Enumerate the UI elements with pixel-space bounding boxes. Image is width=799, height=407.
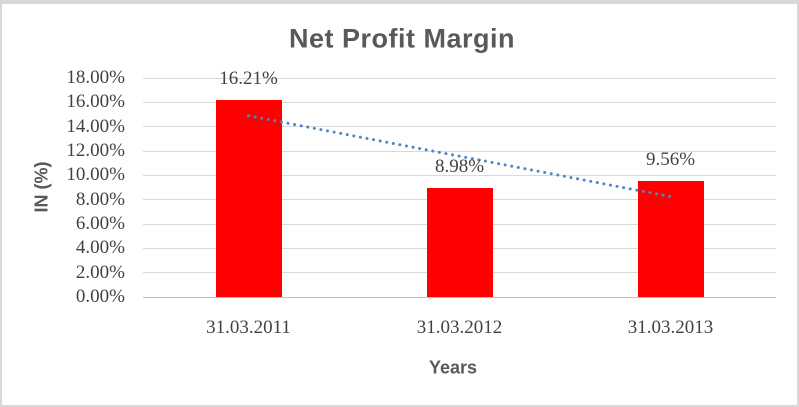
gridline [143, 77, 776, 79]
y-axis-title: IN (%) [31, 161, 52, 213]
y-axis-tick-label: 8.00% [75, 188, 125, 210]
x-axis-category-label: 31.03.2012 [416, 317, 503, 338]
gridline [143, 101, 776, 103]
bar-data-label: 16.21% [219, 67, 278, 89]
gridline [143, 174, 776, 176]
x-axis-line [143, 296, 776, 298]
bar [215, 99, 282, 297]
y-axis-tick-label: 6.00% [75, 213, 125, 234]
y-axis-tick-label: 16.00% [66, 91, 125, 113]
x-axis-category-label: 31.03.2013 [627, 317, 714, 338]
y-axis-tick-label: 2.00% [75, 261, 125, 283]
gridline [143, 150, 776, 152]
y-axis-tick-label: 12.00% [66, 140, 125, 161]
x-axis-title: Years [428, 357, 478, 378]
y-axis-tick-label: 10.00% [66, 164, 125, 186]
bar [637, 180, 704, 297]
y-axis-tick-label: 4.00% [75, 237, 125, 259]
x-axis-category-label: 31.03.2011 [206, 317, 291, 338]
y-axis-tick-label: 0.00% [75, 286, 125, 307]
gridline [143, 126, 776, 128]
bar [426, 187, 493, 297]
bar-data-label: 8.98% [434, 155, 485, 177]
y-axis-tick-label: 18.00% [66, 67, 125, 88]
bar-data-label: 9.56% [645, 148, 696, 170]
y-axis-tick-label: 14.00% [66, 115, 125, 137]
chart-title: Net Profit Margin [288, 23, 516, 54]
